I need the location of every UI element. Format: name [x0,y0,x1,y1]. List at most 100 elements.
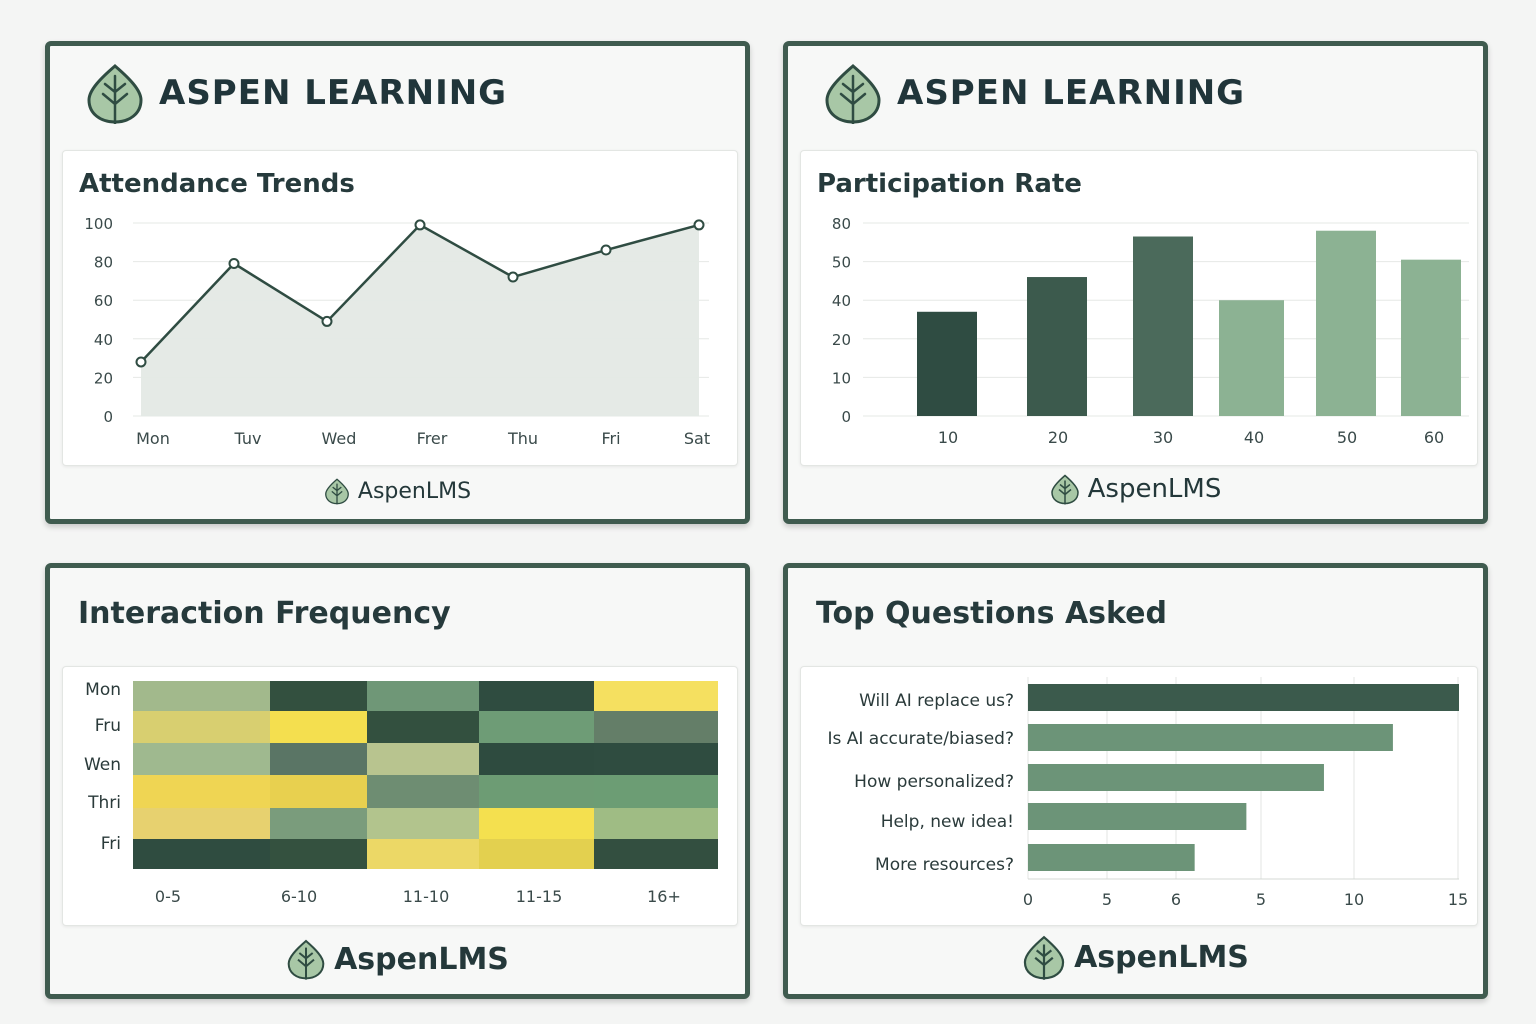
question-bar [1028,844,1195,871]
row-label: Wen [84,755,121,775]
x-tick-label: Frer [417,429,448,448]
y-tick-label: 40 [832,292,851,310]
y-tick-label: 80 [94,254,113,272]
y-tick-label: 60 [94,292,113,310]
footer-label: AspenLMS [1074,939,1249,975]
heatmap-cell [594,839,718,869]
interaction-panel: Interaction Frequency Mon Fru Wen Thri Fri 0-… [45,563,750,999]
footer-brand: AspenLMS [788,473,1483,505]
x-tick-label: Wed [322,429,357,448]
heatmap-cell [270,743,367,775]
footer-label: AspenLMS [1087,474,1222,504]
interaction-heatmap: Mon Fru Wen Thri Fri 0-5 6-10 11-10 11-15 16+ [84,680,718,906]
row-label: Fri [101,834,121,854]
participation-bar [1219,300,1284,416]
heatmap-cell [594,743,718,775]
aspen-leaf-icon [825,64,881,124]
heatmap-cell [594,681,718,711]
heatmap-cell [479,743,594,775]
chart-title: Top Questions Asked [816,596,1168,631]
y-tick-label: 50 [832,254,851,272]
heatmap-cell [367,681,479,711]
participation-bar [1401,259,1461,416]
chart-title: Interaction Frequency [78,596,451,631]
heatmap-cell [270,711,367,743]
column-label: 6-10 [281,887,317,906]
brand-name: ASPEN LEARNING [159,73,508,113]
question-label: Is AI accurate/biased? [827,729,1014,749]
footer-label: AspenLMS [334,941,509,977]
row-label: Mon [85,680,121,700]
participation-bar [1133,236,1193,416]
question-bar [1028,684,1459,711]
heatmap-cell [133,681,270,711]
heatmap-cell [367,711,479,743]
y-tick-label: 100 [84,215,113,233]
data-point [600,244,612,256]
question-label: More resources? [875,855,1014,875]
x-tick-label: Thu [507,429,538,448]
heatmap-card: Mon Fru Wen Thri Fri 0-5 6-10 11-10 11-15 16+ [62,666,738,926]
participation-chart: 80 50 40 20 10 0 10 20 30 40 50 60 [832,215,1469,447]
participation-bar [917,311,977,416]
column-label: 11-15 [516,887,563,906]
heatmap-cell [479,775,594,808]
y-tick-label: 0 [103,408,113,426]
heatmap-cell [479,711,594,743]
data-point [693,219,705,231]
heatmap-cell [270,775,367,808]
footer-label: AspenLMS [357,478,472,504]
aspen-leaf-icon [1023,935,1065,980]
chart-title: Attendance Trends [79,169,355,199]
x-tick-label: 5 [1102,890,1112,909]
heatmap-cell [479,808,594,839]
question-label: Help, new idea! [881,812,1014,832]
heatmap-cell [367,808,479,839]
aspen-leaf-icon [287,939,325,980]
x-tick-label: 40 [1244,428,1264,447]
aspen-leaf-icon [87,64,143,124]
heatmap-cell [367,839,479,869]
column-label: 11-10 [403,887,450,906]
x-tick-label: Fri [601,429,620,448]
heatmap-cell [270,808,367,839]
participation-bar [1027,277,1087,416]
data-point [228,258,240,270]
heatmap-cell [367,743,479,775]
aspen-leaf-icon [1050,474,1079,505]
x-tick-label: 10 [938,428,958,447]
participation-card: Participation Rate 80 50 40 20 10 0 10 20 30 40 50… [800,150,1478,466]
column-label: 16+ [647,887,681,906]
x-tick-label: 5 [1256,890,1266,909]
heatmap-cell [270,681,367,711]
question-bar [1028,724,1393,751]
heatmap-cell [594,808,718,839]
footer-brand: AspenLMS [50,477,745,505]
attendance-chart: 100 80 60 40 20 0 Mon Tuv Wed Frer Thu Fri Sat [84,215,710,448]
attendance-area [141,224,699,416]
participation-panel: ASPEN LEARNING Participation Rate 80 50 40… [783,41,1488,524]
x-tick-label: Sat [684,429,710,448]
aspen-leaf-icon [324,478,349,505]
attendance-panel: ASPEN LEARNING Attendance Trends 100 80 60… [45,41,750,524]
x-tick-label: 20 [1048,428,1068,447]
question-label: How personalized? [854,772,1014,792]
brand-header: ASPEN LEARNING [823,62,1245,124]
x-tick-label: 6 [1171,890,1181,909]
x-tick-label: 30 [1153,428,1173,447]
x-tick-label: Tuv [234,429,262,448]
heatmap-cell [133,775,270,808]
brand-name: ASPEN LEARNING [897,73,1246,113]
heatmap-cell [270,839,367,869]
participation-bar [1316,230,1376,416]
x-tick-label: 10 [1344,890,1364,909]
y-tick-label: 20 [94,369,113,387]
column-label: 0-5 [155,887,181,906]
chart-title: Participation Rate [817,169,1082,199]
heatmap-cell [479,839,594,869]
data-point [507,271,519,283]
brand-header: ASPEN LEARNING [85,62,507,124]
heatmap-cell [133,839,270,869]
x-tick-label: Mon [136,429,170,448]
questions-card: 0 5 6 5 10 15 Will AI replace us? Is AI accurat… [800,666,1478,926]
